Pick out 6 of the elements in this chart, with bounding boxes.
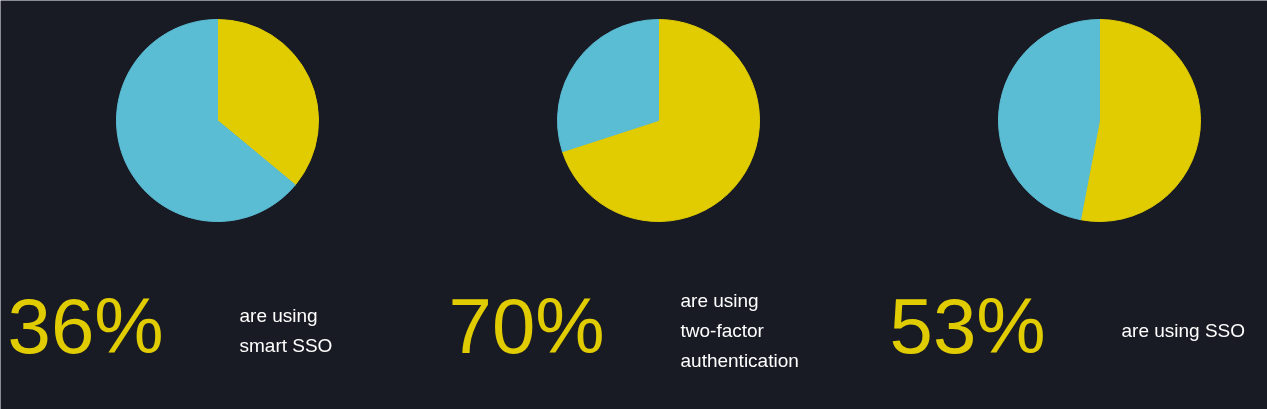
text: 70% [448,281,605,370]
text: are using SSO [1121,320,1246,341]
text: 36% [7,281,164,370]
text: are using two-factor authentication [680,289,799,372]
text: 53% [889,281,1046,370]
text: are using smart SSO [239,304,333,357]
